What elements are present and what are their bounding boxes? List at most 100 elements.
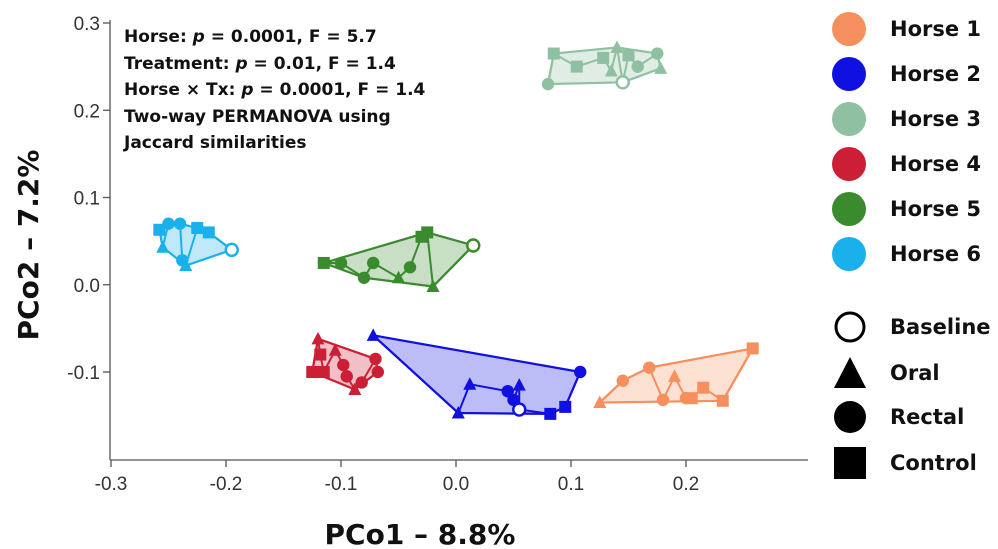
horse-3-point-square bbox=[570, 60, 583, 73]
horse-4-point-triangle bbox=[328, 343, 342, 356]
y-tick-label: 0.3 bbox=[74, 14, 100, 35]
horse-3-point-baseline bbox=[615, 75, 630, 90]
horse-1-point-square bbox=[716, 394, 729, 407]
horse-5-point-square bbox=[421, 226, 434, 239]
y-tick-label: 0.1 bbox=[74, 189, 100, 210]
horse-5-point-circle bbox=[357, 271, 371, 284]
horse-4-point-circle bbox=[340, 370, 353, 383]
legend-label-horse-1: Horse 1 bbox=[890, 17, 982, 41]
horse-3-point-triangle bbox=[604, 63, 618, 77]
legend-swatch-horse-6 bbox=[832, 237, 866, 271]
horse-4-point-circle bbox=[355, 376, 368, 389]
triangle-icon bbox=[832, 355, 868, 391]
horse-3-point-square bbox=[622, 49, 635, 62]
horse-2-point-baseline bbox=[512, 402, 527, 417]
link-horse-1 bbox=[721, 347, 754, 402]
legend-label-horse-4: Horse 4 bbox=[890, 152, 982, 176]
horse-6-point-circle bbox=[162, 217, 175, 230]
legend-item-horse-6: Horse 6 bbox=[832, 237, 981, 271]
horse-3-point-circle bbox=[651, 47, 664, 60]
square-icon bbox=[832, 445, 868, 481]
horse-6-point-circle bbox=[173, 217, 187, 230]
link-horse-2 bbox=[372, 334, 459, 414]
horse-5-point-baseline bbox=[466, 238, 481, 253]
horse-6-point-square bbox=[191, 222, 204, 235]
horse-3-point-square bbox=[547, 47, 560, 60]
horse-4-point-circle bbox=[337, 358, 350, 372]
horse-5-point-triangle bbox=[426, 279, 440, 292]
horse-2-point-triangle bbox=[451, 406, 465, 419]
horse-1-point-circle bbox=[616, 374, 629, 387]
x-tick-label: -0.2 bbox=[210, 474, 243, 495]
horse-4-point-circle bbox=[371, 365, 384, 379]
horse-1-point-triangle bbox=[593, 395, 607, 409]
horse-2-point-square bbox=[544, 407, 557, 420]
horse-4-point-circle bbox=[369, 352, 382, 366]
legend-swatch-horse-5 bbox=[832, 192, 866, 226]
horse-4-point-square bbox=[317, 366, 330, 378]
annotation-line-similarity: Jaccard similarities bbox=[124, 133, 307, 153]
horse-4-point-square bbox=[314, 348, 327, 361]
legend-item-control: Control bbox=[832, 445, 977, 481]
open-circle-icon bbox=[832, 309, 868, 345]
horse-2-point-circle bbox=[501, 384, 514, 398]
legend-label-horse-6: Horse 6 bbox=[890, 242, 982, 266]
legend-item-horse-4: Horse 4 bbox=[832, 147, 981, 181]
horse-6-point-square bbox=[153, 223, 166, 236]
horse-5-point-square bbox=[317, 256, 330, 269]
legend-item-horse-5: Horse 5 bbox=[832, 192, 981, 226]
legend-item-horse-1: Horse 1 bbox=[832, 12, 981, 46]
y-tick-label: -0.1 bbox=[67, 363, 100, 384]
horse-5-point-circle bbox=[367, 256, 380, 270]
hull-horse-2 bbox=[372, 334, 582, 415]
x-tick-label: -0.1 bbox=[325, 474, 358, 495]
horse-5-point-circle bbox=[403, 261, 417, 274]
link-horse-5 bbox=[426, 232, 434, 287]
legend-label-horse-3: Horse 3 bbox=[890, 107, 982, 131]
horse-3-point-triangle bbox=[610, 40, 624, 53]
legend-label-baseline: Baseline bbox=[890, 315, 991, 339]
horse-4-point-triangle bbox=[348, 382, 362, 395]
horse-3-point-circle bbox=[631, 60, 644, 73]
link-horse-5 bbox=[432, 244, 474, 288]
y-axis-title: PCo2 – 7.2% bbox=[12, 150, 45, 341]
horse-1-point-triangle bbox=[668, 369, 681, 382]
horse-2-point-circle bbox=[574, 365, 587, 379]
horse-6-point-baseline bbox=[224, 242, 239, 258]
link-horse-2 bbox=[469, 383, 508, 393]
horse-3-point-triangle bbox=[654, 61, 668, 74]
x-tick-label: 0.2 bbox=[673, 474, 699, 495]
horse-4-point-square bbox=[306, 366, 319, 378]
y-tick-label: 0.0 bbox=[74, 276, 100, 297]
legend-item-horse-3: Horse 3 bbox=[832, 102, 981, 136]
horse-5-point-circle bbox=[334, 256, 348, 270]
permanova-annotation: Horse: p = 0.0001, F = 5.7 Treatment: p … bbox=[124, 24, 425, 157]
horse-3-point-circle bbox=[541, 77, 555, 91]
x-tick-label: -0.3 bbox=[95, 474, 128, 495]
legend-swatch-horse-3 bbox=[832, 102, 866, 136]
horse-6-point-square bbox=[202, 226, 215, 239]
legend-label-horse-2: Horse 2 bbox=[890, 62, 982, 86]
horse-1-point-circle bbox=[656, 393, 670, 407]
horse-1-point-square bbox=[685, 392, 698, 405]
legend-label-oral: Oral bbox=[890, 361, 940, 385]
horse-3-point-square bbox=[597, 51, 610, 64]
x-axis-title: PCo1 – 8.8% bbox=[325, 518, 516, 549]
annotation-line-interaction: Horse × Tx: p = 0.0001, F = 1.4 bbox=[124, 80, 426, 100]
horse-2-point-triangle bbox=[366, 328, 380, 341]
filled-circle-icon bbox=[832, 399, 868, 435]
annotation-line-horse: Horse: p = 0.0001, F = 5.7 bbox=[124, 27, 377, 47]
legend-swatch-horse-1 bbox=[832, 12, 866, 46]
horse-1-point-square bbox=[746, 342, 759, 355]
horse-1-point-circle bbox=[643, 361, 656, 374]
legend-item-horse-2: Horse 2 bbox=[832, 57, 981, 91]
legend-swatch-horse-4 bbox=[832, 147, 866, 181]
horse-1-point-square bbox=[697, 381, 710, 394]
legend-label-horse-5: Horse 5 bbox=[890, 197, 982, 221]
horse-6-point-triangle bbox=[179, 258, 193, 272]
annotation-line-treatment: Treatment: p = 0.01, F = 1.4 bbox=[124, 53, 396, 74]
horse-6-point-triangle bbox=[156, 240, 170, 253]
horse-2-point-square bbox=[559, 400, 572, 413]
legend-swatch-horse-2 bbox=[832, 57, 866, 91]
annotation-line-method: Two-way PERMANOVA using bbox=[124, 106, 391, 127]
